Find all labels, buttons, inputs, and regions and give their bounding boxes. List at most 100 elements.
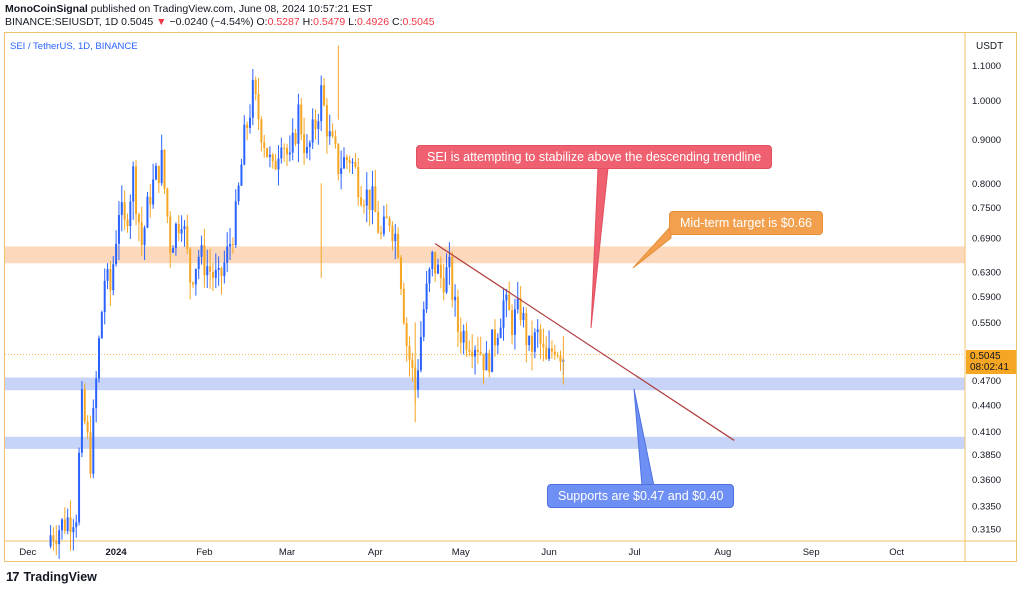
candle-body [286,147,289,155]
candle-body [459,332,462,343]
candle-body [417,370,420,390]
candle-body [374,186,377,213]
candle-body [55,541,58,545]
x-tick-label: Apr [368,547,383,558]
candle-body [408,346,411,360]
candle-body [260,119,263,143]
candle-body [226,246,229,263]
candle-body [365,189,368,206]
candle-body [405,323,408,347]
open-value: 0.5287 [267,16,300,28]
candle-body [513,309,516,335]
x-tick-label: Dec [19,547,36,558]
candle-body [294,132,297,144]
y-tick-label: 0.3600 [972,475,1001,486]
candle-body [92,408,95,474]
y-tick-label: 0.6900 [972,234,1001,245]
x-tick-label: 2024 [106,547,128,558]
candle-body [499,327,502,338]
candle-body [75,522,78,528]
candle-body [519,298,522,321]
candle-body [246,124,249,128]
high-value: 0.5479 [313,16,346,28]
candle-body [479,351,482,354]
candle-body [192,282,195,285]
candle-body [63,519,66,532]
low-value: 0.4926 [356,16,390,28]
candle-body [545,347,548,359]
candle-body [200,245,203,257]
last-price: 0.5045 [121,16,154,28]
candle-body [288,152,291,155]
candle-body [431,251,434,270]
candle-body [120,202,123,216]
x-tick-label: Mar [279,547,295,558]
callout-trendline: SEI is attempting to stabilize above the… [416,145,773,169]
candle-body [360,197,363,205]
candle-body [66,517,69,532]
candle-body [493,329,496,346]
candle-body [556,355,559,357]
candle-body [488,353,491,372]
current-price-tag: 0.5045 08:02:41 [966,350,1016,374]
author[interactable]: MonoCoinSignal [5,3,88,15]
y-tick-label: 1.1000 [972,61,1001,72]
y-tick-label: 0.4700 [972,376,1001,387]
candle-body [72,527,75,533]
change-value: −0.0240 (−4.54%) [169,16,254,28]
close-label: C: [391,16,403,28]
candle-body [240,164,243,186]
candle-body [129,201,132,227]
candle-body [78,452,81,523]
candle-body [254,79,257,95]
candle-body [146,196,149,228]
candle-body [505,294,508,301]
candle-body [52,535,55,542]
y-tick-label: 0.3150 [972,525,1001,536]
y-tick-label: 0.3850 [972,450,1001,461]
candle-body [539,329,542,344]
candle-body [496,337,499,346]
candle-body [548,348,551,359]
candle-body [149,196,152,205]
candle-body [297,104,300,144]
candle-body [474,349,477,357]
candle-body [152,179,155,205]
candle-body [334,136,337,145]
open-label: O: [256,16,268,28]
candle-body [377,212,380,233]
close-value: 0.5045 [402,16,435,28]
y-tick-label: 0.3350 [972,502,1001,513]
candle-body [217,267,220,271]
candle-body [166,188,169,217]
candle-body [394,233,397,242]
y-tick-label: 0.7500 [972,203,1001,214]
candle-body [243,124,246,165]
candle-body [157,165,160,184]
candle-body [323,85,326,106]
candle-body [388,218,391,226]
candle-body [266,148,269,157]
candle-body [140,222,143,246]
candle-body [303,134,306,154]
footer-brand[interactable]: 17 TradingView [6,569,97,584]
candle-body [345,157,348,160]
candle-body [220,267,223,277]
candle-body [234,201,237,246]
y-tick-label: 0.5900 [972,292,1001,303]
candle-body [300,104,303,135]
symbol-line: BINANCE:SEIUSDT, 1D [5,16,119,28]
candle-body [385,216,388,219]
candle-body [340,168,343,174]
candle-body [203,245,206,276]
candle-body [180,229,183,234]
candle-body [103,280,106,313]
candle-body [308,142,311,147]
candle-body [60,519,63,531]
candle-body [536,329,539,333]
price-unit[interactable]: USDT [976,41,1004,52]
zone-support-1 [5,377,965,391]
candle-body [95,378,98,409]
candle-body [80,389,83,453]
